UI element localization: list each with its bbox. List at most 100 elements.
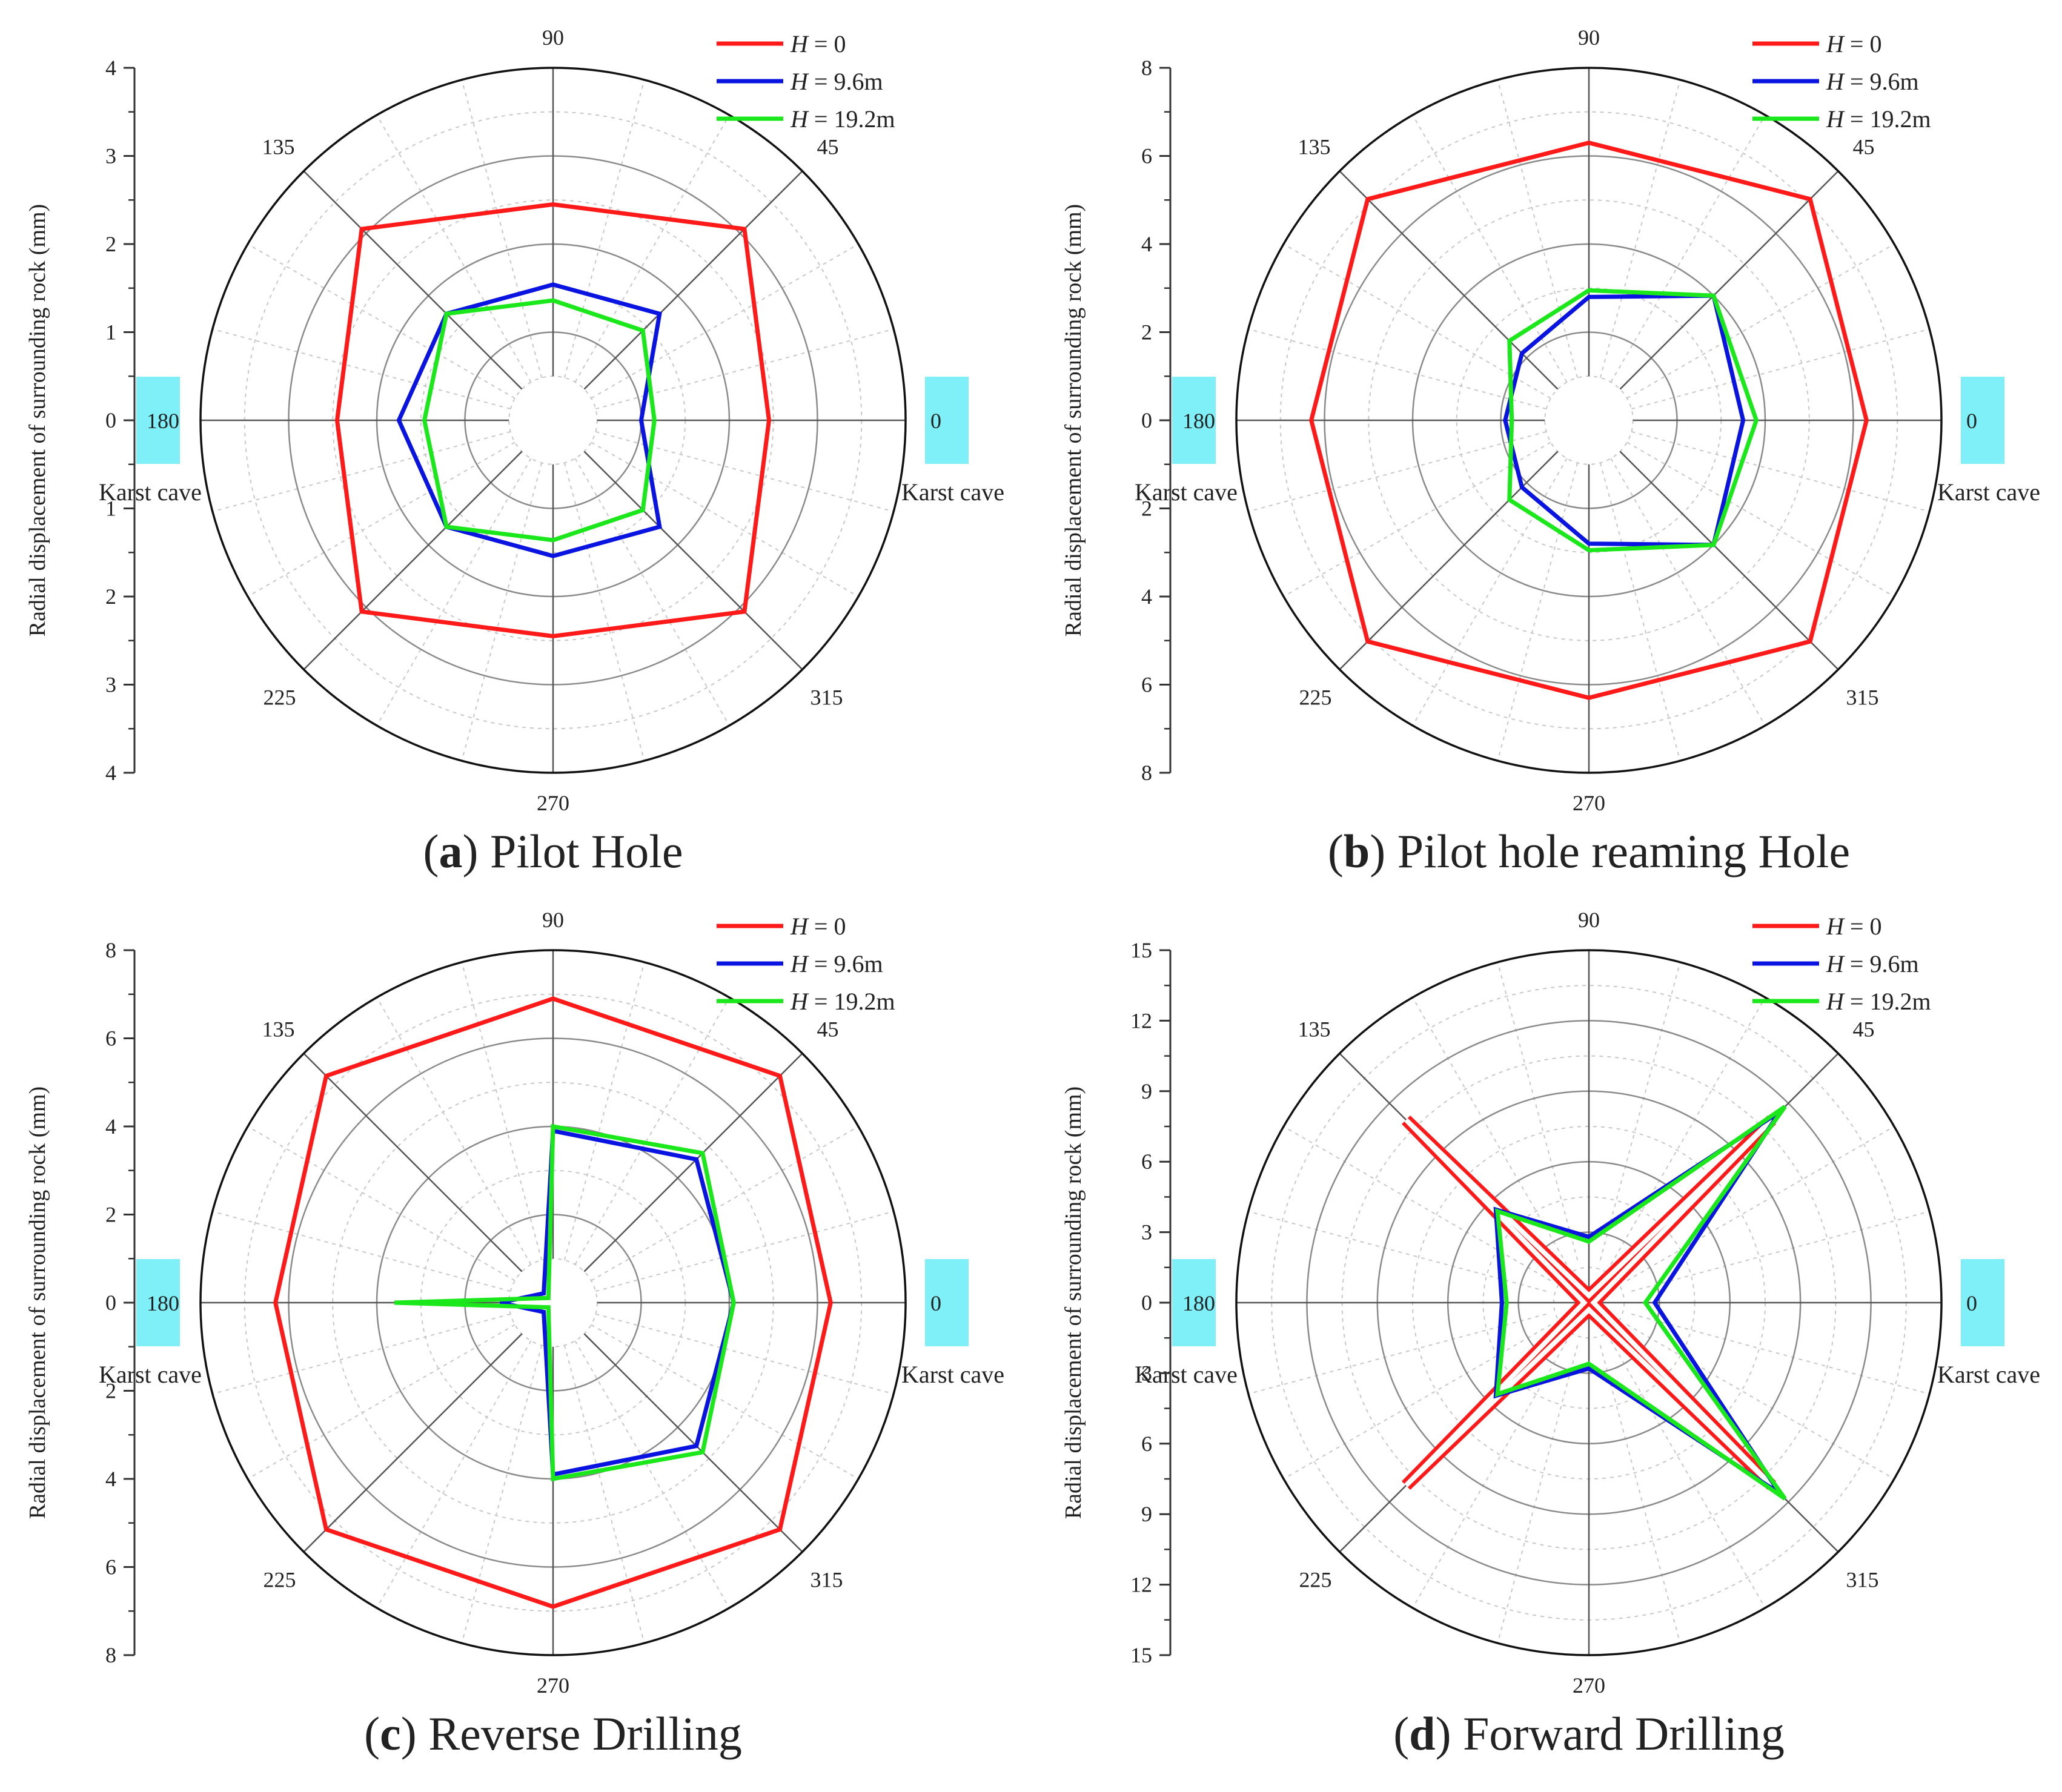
minor-spoke xyxy=(1631,431,1930,512)
minor-spoke xyxy=(1248,431,1546,512)
scale-tick-label: 0 xyxy=(1141,408,1152,432)
scale-tick-label: 8 xyxy=(105,938,116,962)
major-spoke xyxy=(1339,170,1559,390)
minor-spoke xyxy=(247,441,516,597)
karst-cave-label-left: Karst cave xyxy=(99,1361,202,1388)
scale-tick-label: 12 xyxy=(1130,1008,1152,1033)
angle-label: 135 xyxy=(262,1017,295,1042)
panel-caption: (a) Pilot Hole xyxy=(423,825,683,878)
minor-spoke xyxy=(376,458,532,726)
minor-spoke xyxy=(247,1324,516,1480)
angle-label: 315 xyxy=(810,685,843,709)
caption-text: Reverse Drilling xyxy=(428,1707,742,1760)
angle-label: 45 xyxy=(1852,1017,1874,1042)
caption-paren-close: ) xyxy=(401,1707,428,1760)
scale-tick-label: 0 xyxy=(105,1291,116,1315)
caption-paren-open: ( xyxy=(423,825,439,878)
angle-label: 180 xyxy=(1182,1291,1215,1315)
scale-tick-label: 1 xyxy=(105,497,116,521)
karst-cave-label-left: Karst cave xyxy=(1135,1361,1238,1388)
caption-text: Pilot hole reaming Hole xyxy=(1397,825,1850,878)
caption-paren-close: ) xyxy=(462,825,489,878)
angle-label: 225 xyxy=(1299,685,1332,709)
scale-tick-label: 3 xyxy=(105,673,116,697)
scale-tick-label: 6 xyxy=(1141,1149,1152,1174)
minor-spoke xyxy=(591,243,859,399)
caption-text: Pilot Hole xyxy=(490,825,683,878)
minor-spoke xyxy=(1626,1126,1895,1281)
series-line-0 xyxy=(273,996,833,1609)
minor-spoke xyxy=(563,463,645,761)
angle-label: 315 xyxy=(1846,1567,1878,1592)
minor-spoke xyxy=(212,1211,511,1292)
scale-tick-label: 9 xyxy=(1141,1502,1152,1526)
angle-label: 45 xyxy=(817,1017,838,1042)
scale-tick-label: 0 xyxy=(1141,1291,1152,1315)
scale-tick-label: 8 xyxy=(1141,56,1152,80)
minor-ring xyxy=(1544,375,1634,465)
legend-label: H = 9.6m xyxy=(790,68,883,95)
legend-symbol: H xyxy=(1826,913,1845,940)
caption-letter: d xyxy=(1409,1707,1435,1760)
legend-value: 9.6m xyxy=(834,950,883,977)
minor-spoke xyxy=(1626,1324,1895,1480)
scale-tick-label: 15 xyxy=(1130,1643,1152,1667)
legend-value: 19.2m xyxy=(1869,988,1931,1015)
scale-tick-label: 1 xyxy=(105,320,116,345)
scale-tick-label: 6 xyxy=(1141,1432,1152,1456)
scale-tick-label: 6 xyxy=(1141,673,1152,697)
scale-tick-label: 0 xyxy=(105,408,116,432)
minor-spoke xyxy=(574,1340,730,1609)
angle-label: 315 xyxy=(810,1567,843,1592)
panel-caption: (c) Reverse Drilling xyxy=(364,1707,742,1760)
major-spoke xyxy=(303,1053,523,1272)
legend-symbol: H xyxy=(790,105,809,133)
scale-tick-label: 4 xyxy=(105,1467,116,1491)
minor-spoke xyxy=(595,328,894,410)
legend-value: 0 xyxy=(834,913,846,940)
scale-tick-label: 2 xyxy=(1141,497,1152,521)
legend-equals: = xyxy=(1844,30,1870,58)
scale-tick-label: 2 xyxy=(105,232,116,256)
angle-label: 270 xyxy=(537,791,569,815)
minor-spoke xyxy=(212,431,511,512)
karst-cave-label-right: Karst cave xyxy=(901,1361,1004,1388)
minor-spoke xyxy=(574,458,730,726)
karst-cave-label-right: Karst cave xyxy=(1937,1361,2040,1388)
angle-label: 270 xyxy=(1573,1673,1605,1698)
scale-tick-label: 2 xyxy=(105,1203,116,1227)
legend-value: 0 xyxy=(834,30,846,58)
legend-equals: = xyxy=(1844,988,1870,1015)
series-line-19.2m xyxy=(394,1123,736,1482)
minor-spoke xyxy=(461,463,543,761)
angle-label: 270 xyxy=(1573,791,1605,815)
legend-symbol: H xyxy=(1826,950,1845,977)
legend-symbol: H xyxy=(1826,68,1845,95)
scale-tick-label: 8 xyxy=(1141,761,1152,785)
major-spoke xyxy=(583,1053,803,1272)
caption-paren-open: ( xyxy=(1393,1707,1409,1760)
angle-label: 0 xyxy=(930,409,941,433)
minor-spoke xyxy=(1248,328,1546,410)
major-spoke xyxy=(1619,451,1839,670)
karst-cave-label-left: Karst cave xyxy=(99,478,202,506)
scale-tick-label: 3 xyxy=(1141,1220,1152,1245)
scale-tick-label: 2 xyxy=(105,1379,116,1403)
scale-tick-label: 6 xyxy=(1141,144,1152,168)
scale-tick-label: 4 xyxy=(1141,584,1152,609)
minor-spoke xyxy=(247,243,516,399)
major-spoke xyxy=(303,1333,523,1553)
legend-equals: = xyxy=(808,30,834,58)
panel-a: 90 135 45 180 0 225 315 270 Karst cave Karst cave… xyxy=(25,25,1004,878)
legend-equals: = xyxy=(808,105,834,133)
series-line-9.6m xyxy=(1503,293,1746,547)
major-spoke xyxy=(583,451,803,670)
series-line-0 xyxy=(1309,141,1869,700)
caption-paren-open: ( xyxy=(1328,825,1344,878)
minor-spoke xyxy=(595,1313,894,1395)
legend-equals: = xyxy=(808,913,834,940)
legend-label: H = 19.2m xyxy=(790,988,895,1015)
minor-ring xyxy=(508,375,598,465)
